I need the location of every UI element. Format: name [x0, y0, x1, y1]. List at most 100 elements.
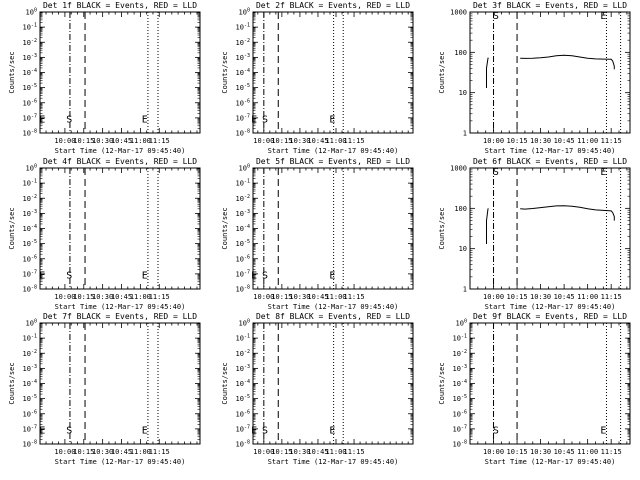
end-marker: E: [329, 271, 335, 282]
x-tick-label: 11:15: [149, 448, 170, 456]
y-tick-label: 10-6: [23, 254, 37, 263]
tick-exponent: -8: [31, 129, 37, 135]
x-tick-label: 11:15: [601, 448, 622, 456]
x-tick-label: 11:00: [325, 293, 346, 301]
y-tick-label: 10-2: [236, 38, 250, 47]
x-tick-label: 10:00: [54, 293, 75, 301]
y-tick-label: 10-2: [23, 349, 37, 358]
x-axis-label: Start Time (12-Mar-17 09:45:40): [485, 458, 616, 466]
tick-exponent: -1: [31, 23, 37, 29]
tick-base: 10: [23, 365, 31, 373]
start-marker: S: [66, 426, 72, 437]
panel-det-3: Det 3f BLACK = Events, RED = LLD Start Ti…: [438, 1, 631, 155]
y-tick-label: 10-5: [236, 394, 250, 403]
tick-exponent: -4: [31, 68, 37, 74]
tick-base: 10: [23, 24, 31, 32]
tick-exponent: 0: [34, 164, 37, 170]
tick-base: 10: [236, 425, 244, 433]
panel-det-8: Det 8f BLACK = Events, RED = LLD Start Ti…: [221, 312, 414, 466]
tick-base: 10: [23, 84, 31, 92]
tick-exponent: -7: [244, 269, 250, 275]
y-tick-label: 10-3: [23, 209, 37, 218]
tick-base: 10: [453, 365, 461, 373]
x-tick-label: 10:15: [73, 293, 94, 301]
y-axis-label: Counts/sec: [438, 362, 446, 404]
tick-exponent: -3: [31, 364, 37, 370]
tick-base: 10: [236, 380, 244, 388]
panel-det-5: Det 5f BLACK = Events, RED = LLD Start Ti…: [221, 157, 414, 311]
y-tick-label: 10-7: [23, 424, 37, 433]
tick-exponent: -5: [461, 394, 467, 400]
tick-exponent: -7: [461, 424, 467, 430]
y-axis-label: Counts/sec: [221, 207, 229, 249]
end-marker: E: [142, 115, 148, 126]
tick-base: 10: [456, 320, 464, 328]
y-tick-label: 100: [239, 319, 250, 328]
plot-frame: [469, 11, 631, 134]
y-tick-label: 1: [463, 130, 467, 138]
x-tick-label: 10:45: [554, 293, 575, 301]
tick-base: 10: [236, 365, 244, 373]
x-tick-label: 10:45: [111, 448, 132, 456]
tick-base: 10: [236, 114, 244, 122]
y-tick-label: 100: [26, 164, 37, 173]
tick-exponent: -7: [31, 113, 37, 119]
tick-base: 10: [236, 84, 244, 92]
end-marker: E: [600, 426, 606, 437]
tick-base: 10: [23, 195, 31, 203]
y-tick-label: 100: [454, 49, 467, 57]
panel-title: Det 2f BLACK = Events, RED = LLD: [256, 1, 410, 10]
x-tick-label: 11:00: [325, 448, 346, 456]
y-tick-label: 10-6: [236, 98, 250, 107]
y-tick-label: 1: [463, 286, 467, 294]
x-tick-label: 11:00: [130, 293, 151, 301]
y-tick-label: 10-2: [23, 194, 37, 203]
tick-base: 10: [23, 39, 31, 47]
tick-exponent: -2: [244, 38, 250, 44]
y-tick-label: 10-8: [236, 285, 250, 294]
y-tick-label: 10-2: [236, 194, 250, 203]
tick-exponent: -2: [461, 349, 467, 355]
tick-base: 10: [236, 255, 244, 263]
x-tick-label: 10:00: [483, 293, 504, 301]
tick-exponent: -2: [31, 194, 37, 200]
x-tick-label: 10:00: [253, 293, 274, 301]
tick-base: 10: [23, 99, 31, 107]
y-tick-label: 100: [26, 319, 37, 328]
tick-exponent: 0: [247, 164, 250, 170]
tick-base: 10: [23, 180, 31, 188]
end-marker: E: [142, 271, 148, 282]
tick-exponent: -1: [31, 179, 37, 185]
tick-exponent: -8: [31, 285, 37, 291]
plot-frame: [39, 322, 201, 445]
tick-base: 10: [23, 380, 31, 388]
end-marker: E: [600, 167, 606, 178]
tick-exponent: -2: [31, 38, 37, 44]
tick-base: 10: [453, 410, 461, 418]
tick-exponent: -5: [244, 83, 250, 89]
x-tick-label: 11:00: [130, 448, 151, 456]
panel-det-1: Det 1f BLACK = Events, RED = LLD Start Ti…: [8, 1, 201, 155]
y-tick-label: 10-4: [23, 379, 37, 388]
tick-base: 10: [23, 255, 31, 263]
y-tick-label: 100: [239, 8, 250, 17]
y-tick-label: 10-6: [23, 98, 37, 107]
tick-exponent: 0: [34, 8, 37, 14]
x-tick-label: 11:00: [130, 137, 151, 145]
tick-exponent: -4: [31, 379, 37, 385]
tick-exponent: -7: [244, 113, 250, 119]
x-tick-label: 10:30: [289, 448, 310, 456]
y-tick-label: 10-7: [236, 424, 250, 433]
start-marker: S: [262, 115, 268, 126]
y-tick-label: 10-8: [236, 440, 250, 449]
tick-exponent: 0: [247, 8, 250, 14]
end-marker: E: [600, 11, 606, 22]
y-tick-label: 10-3: [236, 53, 250, 62]
tick-exponent: -2: [244, 349, 250, 355]
y-tick-label: 10-8: [453, 440, 467, 449]
end-marker: E: [142, 426, 148, 437]
x-tick-label: 10:45: [307, 137, 328, 145]
y-tick-label: 10-8: [23, 440, 37, 449]
panel-title: Det 9f BLACK = Events, RED = LLD: [473, 312, 627, 321]
